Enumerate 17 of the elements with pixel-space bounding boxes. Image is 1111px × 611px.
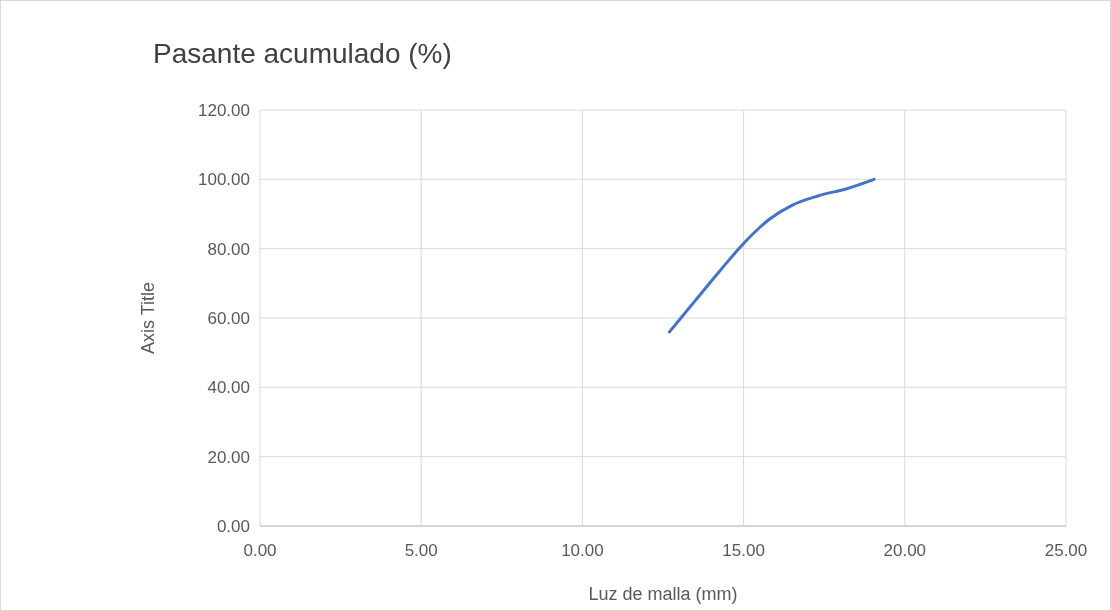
x-tick-label: 0.00: [243, 541, 277, 560]
y-tick-label: 80.00: [207, 239, 250, 259]
y-tick-label: 20.00: [207, 447, 250, 467]
y-tick-label: 60.00: [207, 308, 250, 328]
y-tick-label: 120.00: [198, 100, 250, 120]
x-tick-label: 15.00: [722, 541, 765, 560]
y-tick-label: 0.00: [216, 516, 250, 536]
line-series: [667, 177, 876, 334]
chart-title: Pasante acumulado (%): [153, 38, 452, 69]
y-axis-title: Axis Title: [138, 281, 158, 355]
x-axis-title: Luz de malla (mm): [588, 584, 738, 604]
y-tick-label: 100.00: [198, 170, 250, 190]
y-tick-label: 40.00: [207, 378, 250, 398]
x-tick-label: 25.00: [1044, 541, 1088, 560]
x-tick-label: 10.00: [561, 541, 604, 560]
x-tick-label: 5.00: [404, 541, 438, 560]
x-tick-label: 20.00: [883, 541, 927, 560]
